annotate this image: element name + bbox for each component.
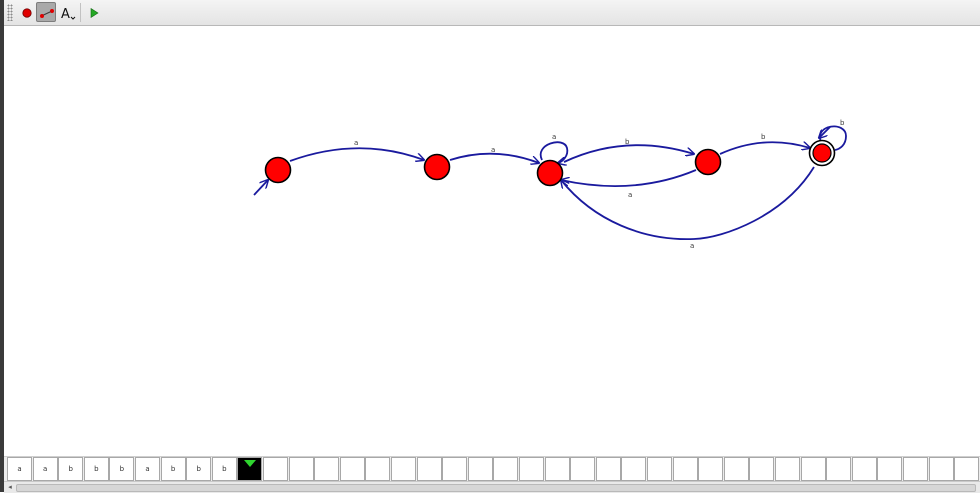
horizontal-scrollbar[interactable]: ◂ (4, 481, 980, 493)
tape-cell[interactable]: b (109, 457, 135, 481)
transition-icon (40, 9, 54, 18)
tape-cell[interactable] (903, 457, 928, 481)
tape-head-marker-icon (244, 460, 257, 467)
run-tool-button[interactable] (83, 2, 103, 22)
tape-cell[interactable] (775, 457, 800, 481)
tape-cell[interactable] (826, 457, 852, 481)
play-icon (90, 7, 99, 19)
transition-edge[interactable] (563, 144, 694, 163)
editor-canvas[interactable]: a a a b a b b a (4, 26, 980, 456)
transition-label: b (761, 133, 766, 141)
state-q2[interactable] (536, 159, 564, 187)
tape-cell[interactable]: b (58, 457, 84, 481)
tape-cell[interactable]: a (32, 457, 58, 481)
transition-label: b (840, 119, 845, 127)
tape-cell[interactable] (749, 457, 775, 481)
state-tool-button[interactable] (16, 2, 36, 22)
tape-head-cell[interactable] (237, 457, 263, 481)
tape-cell[interactable] (672, 457, 698, 481)
scroll-thumb[interactable] (16, 484, 976, 492)
tape-cell[interactable]: b (160, 457, 186, 481)
tape-cell[interactable] (263, 457, 288, 481)
label-tool-button[interactable]: A (57, 2, 77, 22)
transition-edge[interactable] (449, 152, 539, 163)
self-loop-arrowhead (819, 126, 831, 138)
toolbar: A (4, 0, 980, 26)
tape-cell[interactable] (365, 457, 391, 481)
transition-edge[interactable] (719, 142, 810, 155)
tape-cell[interactable] (621, 457, 647, 481)
transition-label: a (491, 146, 495, 154)
tape-cell[interactable] (339, 457, 365, 481)
state-icon (22, 8, 32, 18)
transition-label: a (552, 133, 556, 141)
automaton-diagram: a a a b a b b a (253, 119, 847, 250)
tape-cell[interactable]: b (83, 457, 109, 481)
transition-edge[interactable] (561, 166, 815, 240)
text-label-icon: A (61, 7, 76, 22)
tape-cell[interactable] (570, 457, 596, 481)
tape-cell[interactable] (467, 457, 493, 481)
tape-cell[interactable] (928, 457, 954, 481)
tape-cell[interactable]: a (7, 457, 32, 481)
tape-cell[interactable]: b (186, 457, 212, 481)
toolbar-separator (80, 3, 81, 22)
tape-cell[interactable] (442, 457, 468, 481)
label-tool-glyph: A (61, 7, 70, 22)
transition-edge[interactable] (289, 147, 424, 161)
tape-cell[interactable] (519, 457, 544, 481)
tape-cell[interactable] (851, 457, 877, 481)
transition-tool-button[interactable] (36, 2, 56, 22)
tape-cell[interactable] (493, 457, 519, 481)
tape-cell[interactable]: b (211, 457, 237, 481)
transition-edge[interactable] (561, 169, 697, 187)
initial-state-arrow (253, 180, 268, 196)
tape-cell[interactable] (647, 457, 672, 481)
tape-cell[interactable] (800, 457, 826, 481)
tape-cell[interactable] (391, 457, 416, 481)
tape-cell[interactable]: a (135, 457, 160, 481)
tape-cell[interactable] (314, 457, 340, 481)
transition-label: a (354, 139, 358, 147)
tape-cell[interactable] (416, 457, 442, 481)
tape-cell[interactable] (544, 457, 570, 481)
state-q3[interactable] (694, 148, 722, 176)
tape-cell[interactable] (877, 457, 903, 481)
transition-label: a (690, 242, 694, 250)
transition-self-loop[interactable] (539, 141, 569, 163)
tape-cell[interactable] (288, 457, 314, 481)
tape-cell[interactable] (723, 457, 749, 481)
tape-cell[interactable] (595, 457, 621, 481)
transition-label: a (628, 191, 632, 199)
toolbar-grip[interactable] (7, 4, 13, 21)
state-q1[interactable] (423, 153, 451, 181)
state-q4-final[interactable] (808, 139, 836, 167)
tape-cell[interactable] (954, 457, 980, 481)
state-q0[interactable] (264, 156, 292, 184)
scroll-left-arrow-icon[interactable]: ◂ (8, 483, 12, 491)
transition-label: b (625, 138, 630, 146)
window-left-border (0, 0, 4, 492)
tape-cell[interactable] (698, 457, 724, 481)
